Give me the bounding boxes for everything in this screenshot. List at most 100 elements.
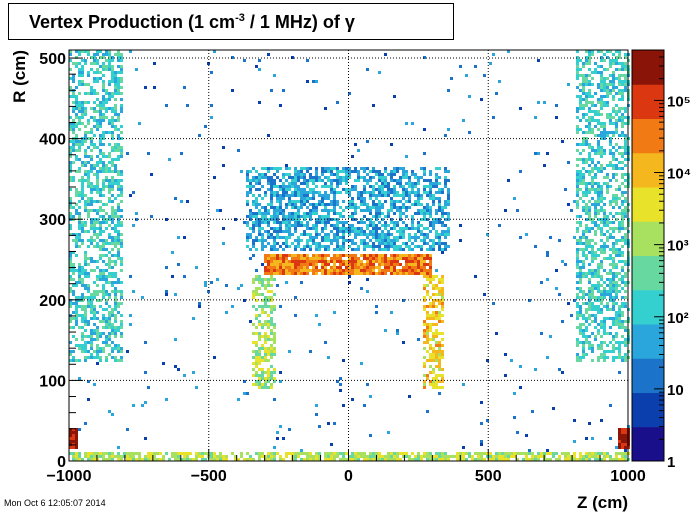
heatmap-cell <box>624 458 627 461</box>
heatmap-cell <box>393 203 396 206</box>
heatmap-cell <box>267 170 270 173</box>
heatmap-cell <box>288 233 291 236</box>
heatmap-cell <box>390 260 393 263</box>
heatmap-cell <box>108 335 111 338</box>
heatmap-cell <box>345 173 348 176</box>
heatmap-cell <box>81 179 84 182</box>
heatmap-cell <box>624 122 627 125</box>
heatmap-cell <box>432 224 435 227</box>
heatmap-cell <box>390 254 393 257</box>
heatmap-cell <box>585 143 588 146</box>
heatmap-cell <box>351 170 354 173</box>
heatmap-cell <box>399 206 402 209</box>
heatmap-cell <box>414 191 417 194</box>
heatmap-cell <box>87 53 90 56</box>
heatmap-cell <box>102 56 105 59</box>
heatmap-cell <box>345 272 348 275</box>
heatmap-cell <box>612 53 615 56</box>
heatmap-cell <box>420 212 423 215</box>
heatmap-cell <box>282 254 285 257</box>
heatmap-cell <box>123 452 126 455</box>
heatmap-cell <box>81 230 84 233</box>
heatmap-cell <box>423 332 426 335</box>
heatmap-cell <box>306 452 309 455</box>
heatmap-cell <box>615 68 618 71</box>
heatmap-cell <box>426 242 429 245</box>
heatmap-cell <box>255 374 258 377</box>
heatmap-cell <box>522 458 525 461</box>
heatmap-cell <box>414 203 417 206</box>
heatmap-cell <box>381 173 384 176</box>
heatmap-cell <box>96 188 99 191</box>
heatmap-cell <box>411 236 414 239</box>
heatmap-cell <box>93 209 96 212</box>
heatmap-cell <box>87 458 90 461</box>
heatmap-cell <box>414 200 417 203</box>
heatmap-cell <box>69 233 72 236</box>
heatmap-cell <box>585 257 588 260</box>
heatmap-cell <box>423 365 426 368</box>
heatmap-cell <box>255 353 258 356</box>
heatmap-cell <box>114 197 117 200</box>
heatmap-cell <box>270 338 273 341</box>
heatmap-cell <box>387 215 390 218</box>
heatmap-cell <box>111 56 114 59</box>
heatmap-cell <box>414 185 417 188</box>
heatmap-cell <box>576 356 579 359</box>
heatmap-cell <box>561 320 564 323</box>
heatmap-cell <box>624 260 627 263</box>
heatmap-cell <box>69 203 72 206</box>
heatmap-cell <box>621 443 624 446</box>
heatmap-cell <box>417 176 420 179</box>
heatmap-cell <box>348 188 351 191</box>
heatmap-cell <box>600 191 603 194</box>
heatmap-cell <box>99 224 102 227</box>
heatmap-cell <box>273 452 276 455</box>
heatmap-cell <box>585 275 588 278</box>
heatmap-cell <box>114 125 117 128</box>
heatmap-cell <box>192 458 195 461</box>
heatmap-cell <box>249 215 252 218</box>
heatmap-cell <box>291 191 294 194</box>
heatmap-cell <box>384 200 387 203</box>
heatmap-cell <box>273 380 276 383</box>
heatmap-cell <box>84 263 87 266</box>
heatmap-cell <box>252 293 255 296</box>
heatmap-cell <box>429 302 432 305</box>
heatmap-cell <box>264 209 267 212</box>
heatmap-cell <box>435 179 438 182</box>
heatmap-cell <box>102 185 105 188</box>
heatmap-cell <box>348 170 351 173</box>
heatmap-cell <box>585 185 588 188</box>
heatmap-cell <box>69 320 72 323</box>
heatmap-cell <box>87 179 90 182</box>
heatmap-cell <box>117 233 120 236</box>
heatmap-cell <box>606 89 609 92</box>
heatmap-cell <box>399 218 402 221</box>
heatmap-cell <box>423 170 426 173</box>
heatmap-cell <box>600 56 603 59</box>
heatmap-cell <box>537 152 540 155</box>
heatmap-cell <box>117 239 120 242</box>
heatmap-cell <box>600 146 603 149</box>
heatmap-cell <box>606 293 609 296</box>
heatmap-cell <box>285 263 288 266</box>
heatmap-cell <box>258 323 261 326</box>
heatmap-cell <box>618 110 621 113</box>
heatmap-cell <box>108 200 111 203</box>
heatmap-cell <box>87 290 90 293</box>
heatmap-cell <box>597 101 600 104</box>
heatmap-cell <box>354 257 357 260</box>
heatmap-cell <box>129 50 132 53</box>
heatmap-cell <box>354 458 357 461</box>
heatmap-cell <box>273 272 276 275</box>
heatmap-cell <box>339 221 342 224</box>
heatmap-cell <box>75 308 78 311</box>
heatmap-cell <box>264 254 267 257</box>
heatmap-cell <box>72 440 75 443</box>
heatmap-cell <box>69 302 72 305</box>
heatmap-cell <box>561 452 564 455</box>
heatmap-cell <box>129 458 132 461</box>
heatmap-cell <box>342 215 345 218</box>
heatmap-cell <box>540 281 543 284</box>
